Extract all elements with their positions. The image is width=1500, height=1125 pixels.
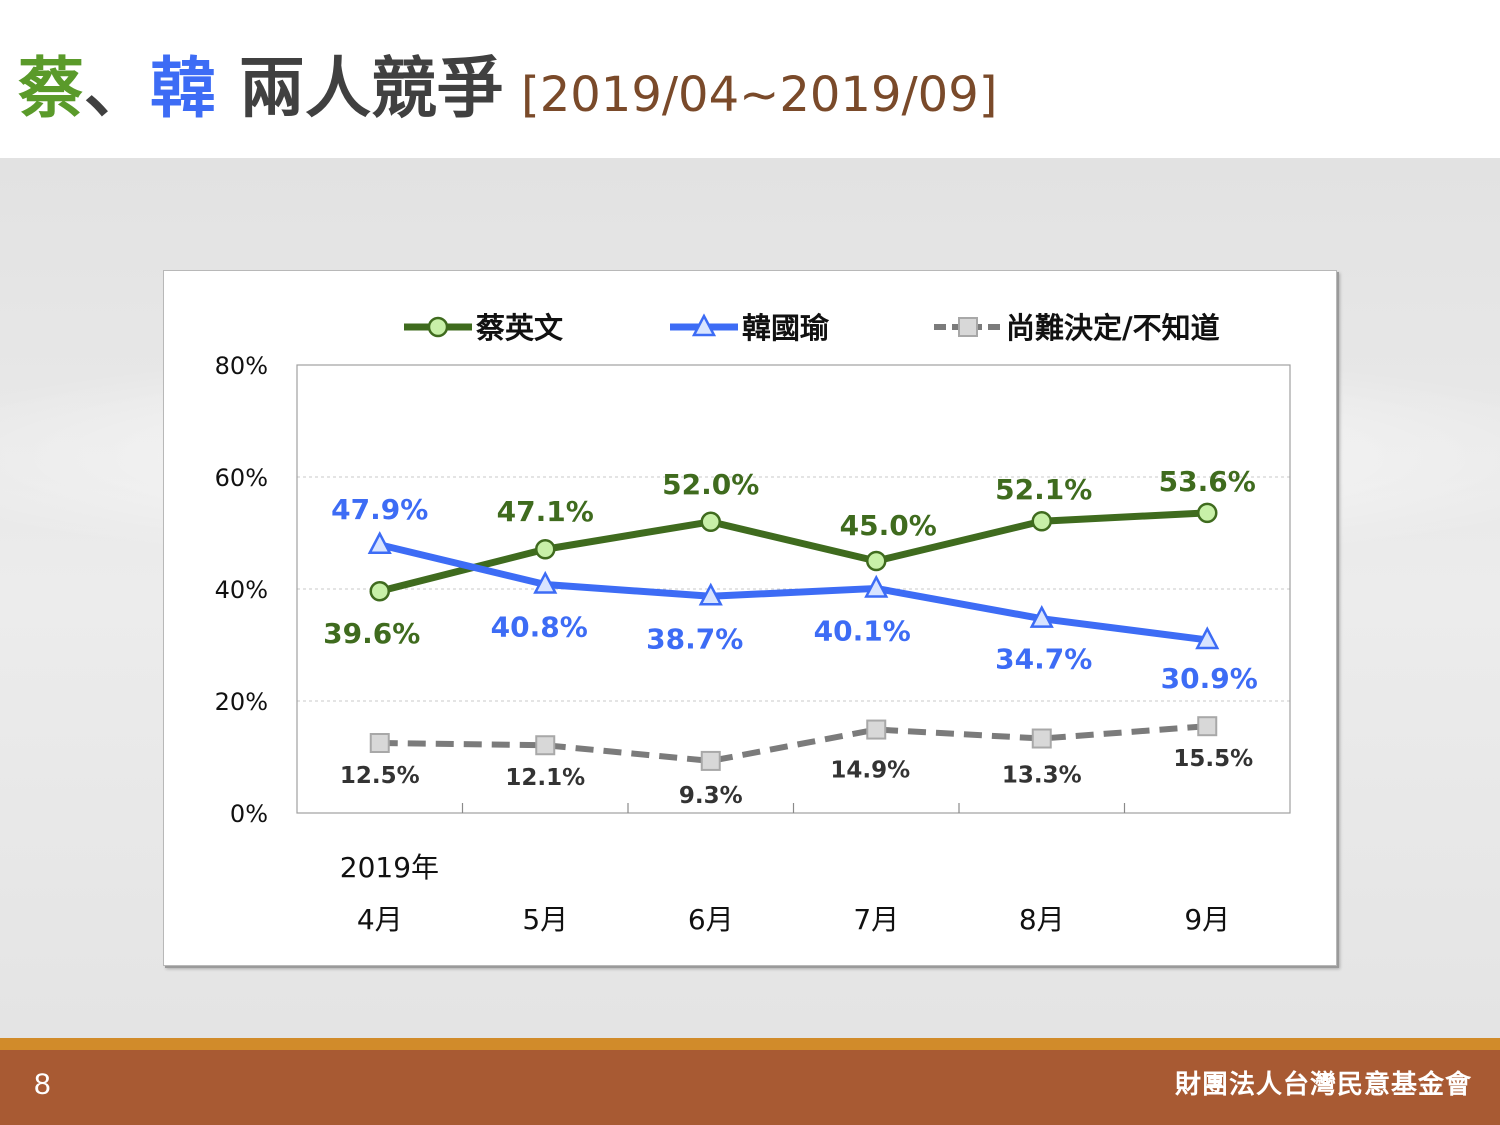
title-name-han: 韓 xyxy=(150,50,216,127)
data-point-marker xyxy=(533,570,558,594)
title-separator: 、 xyxy=(84,50,150,127)
data-point-marker xyxy=(369,580,390,602)
title-period: [2019/04~2019/09] xyxy=(520,67,998,123)
data-label: 14.9% xyxy=(830,758,910,784)
data-label: 40.8% xyxy=(491,611,588,644)
legend-label: 尚難決定/不知道 xyxy=(1006,311,1220,345)
x-tick-label: 6月 xyxy=(688,903,734,936)
organization-name: 財團法人台灣民意基金會 xyxy=(1174,1070,1472,1100)
series-line-2 xyxy=(376,541,1211,644)
data-label: 12.5% xyxy=(340,763,420,789)
data-point-marker xyxy=(1029,604,1054,628)
data-point-marker xyxy=(1031,510,1052,532)
y-tick-label: 60% xyxy=(215,464,268,492)
data-point-marker xyxy=(535,735,556,756)
series-line-3 xyxy=(379,723,1208,764)
slide-title: 蔡、韓 兩人競爭 [2019/04~2019/09] xyxy=(18,44,997,140)
page-number: 8 xyxy=(34,1068,51,1101)
data-label: 12.1% xyxy=(505,765,585,791)
data-point-marker xyxy=(369,733,390,753)
legend-marker xyxy=(691,313,717,337)
data-label: 15.5% xyxy=(1173,746,1253,772)
x-tick-label: 4月 xyxy=(357,903,403,936)
data-label: 30.9% xyxy=(1161,662,1258,695)
slide-header: 蔡、韓 兩人競爭 [2019/04~2019/09] xyxy=(0,0,1500,158)
y-tick-label: 0% xyxy=(230,800,268,828)
x-tick-label: 8月 xyxy=(1019,903,1065,936)
data-label: 53.6% xyxy=(1159,465,1256,498)
data-label: 34.7% xyxy=(995,643,1092,676)
data-point-marker xyxy=(700,750,721,771)
data-point-marker xyxy=(535,538,556,560)
data-point-marker xyxy=(866,719,887,740)
legend-label: 韓國瑜 xyxy=(742,311,830,345)
data-point-marker xyxy=(1195,626,1220,650)
x-tick-label: 7月 xyxy=(853,903,899,936)
footer-accent-strip xyxy=(0,1038,1500,1050)
data-label: 9.3% xyxy=(679,783,743,809)
data-label: 45.0% xyxy=(840,509,937,542)
data-point-marker xyxy=(1197,716,1218,737)
title-name-tsai: 蔡 xyxy=(18,50,84,127)
data-label: 13.3% xyxy=(1002,763,1082,789)
data-point-marker xyxy=(698,582,723,606)
y-tick-label: 40% xyxy=(215,576,268,604)
legend-marker xyxy=(427,316,449,338)
data-point-marker xyxy=(864,574,889,598)
data-label: 38.7% xyxy=(646,622,743,655)
data-point-marker xyxy=(1031,728,1052,749)
data-label: 52.1% xyxy=(995,473,1092,506)
data-label: 40.1% xyxy=(814,614,911,647)
data-label: 47.9% xyxy=(331,493,428,526)
footer-bar xyxy=(0,1050,1500,1125)
series-line-1 xyxy=(376,509,1211,595)
data-point-marker xyxy=(866,550,887,572)
title-text: 兩人競爭 xyxy=(216,50,503,127)
line-chart: 0% 20% 40% 60% 80% 2019年 4月 5月 6月 7月 8月 9月 39.6% 47.1… xyxy=(215,311,1291,936)
x-axis-year-label: 2019年 xyxy=(340,851,439,884)
legend-label: 蔡英文 xyxy=(476,311,564,345)
data-point-marker xyxy=(1197,502,1218,524)
data-point-marker xyxy=(367,531,392,555)
data-point-marker xyxy=(700,511,721,533)
y-tick-label: 80% xyxy=(215,352,268,380)
data-label: 52.0% xyxy=(662,468,759,501)
legend-marker xyxy=(958,317,978,337)
data-label: 47.1% xyxy=(497,495,594,528)
data-label: 39.6% xyxy=(323,617,420,650)
chart-panel: 0% 20% 40% 60% 80% 2019年 4月 5月 6月 7月 8月 9月 39.6% 47.1… xyxy=(163,270,1337,966)
x-tick-label: 5月 xyxy=(522,903,568,936)
y-tick-label: 20% xyxy=(215,688,268,716)
x-tick-label: 9月 xyxy=(1184,903,1230,936)
